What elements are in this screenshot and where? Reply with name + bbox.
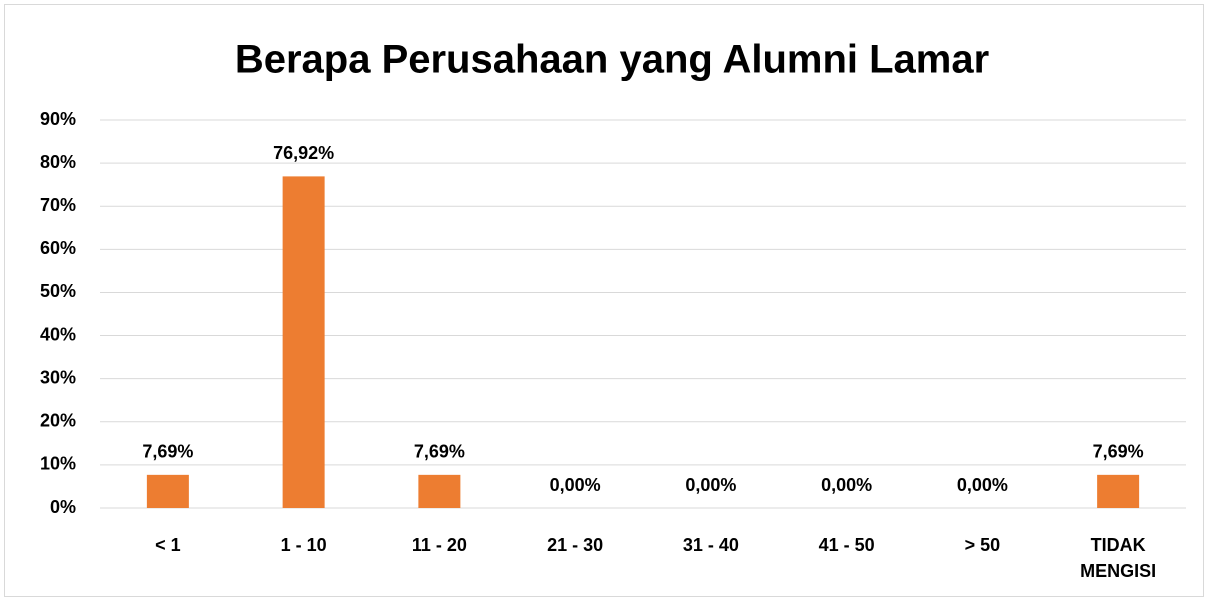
x-tick-label: 1 - 10 — [280, 535, 327, 555]
bar — [146, 474, 189, 508]
x-tick-label: 11 - 20 — [411, 535, 467, 555]
y-tick-label: 30% — [40, 367, 76, 387]
data-label: 0,00% — [957, 475, 1008, 495]
x-tick-label: 21 - 30 — [547, 535, 604, 555]
y-tick-label: 80% — [40, 152, 76, 172]
chart-border — [4, 4, 1204, 597]
chart-title: Berapa Perusahaan yang Alumni Lamar — [235, 38, 989, 82]
data-label: 7,69% — [1093, 442, 1144, 462]
y-tick-label: 10% — [40, 454, 76, 474]
x-tick-label: > 50 — [964, 535, 1001, 555]
y-tick-label: 20% — [40, 411, 76, 431]
bar — [282, 176, 325, 508]
data-label: 7,69% — [414, 442, 465, 462]
data-label: 7,69% — [142, 442, 193, 462]
y-tick-label: 60% — [40, 238, 76, 258]
x-tick-label: 31 - 40 — [682, 535, 739, 555]
y-tick-label: 90% — [40, 109, 76, 129]
data-label: 76,92% — [273, 143, 334, 163]
data-label: 0,00% — [550, 475, 601, 495]
bar — [418, 474, 461, 508]
y-tick-label: 0% — [50, 497, 76, 517]
data-label: 0,00% — [685, 475, 736, 495]
x-tick-label: TIDAK MENGISI — [1080, 535, 1157, 581]
y-tick-label: 70% — [40, 195, 76, 215]
x-tick-label: < 1 — [155, 535, 181, 555]
data-label: 0,00% — [821, 475, 872, 495]
bar — [1097, 474, 1140, 508]
y-tick-label: 50% — [40, 281, 76, 301]
x-tick-label: 41 - 50 — [818, 535, 875, 555]
y-tick-label: 40% — [40, 324, 76, 344]
